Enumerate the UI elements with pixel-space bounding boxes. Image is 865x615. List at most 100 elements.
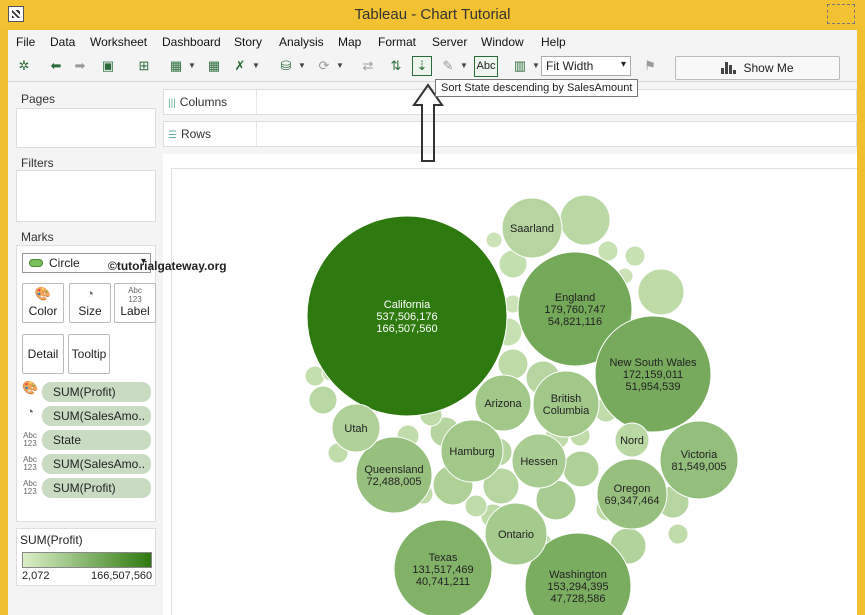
menu-help[interactable]: Help (541, 35, 566, 49)
size-button[interactable]: ◔ Size (69, 283, 111, 323)
menu-analysis[interactable]: Analysis (279, 35, 324, 49)
chevron-down-icon[interactable]: ▼ (252, 61, 260, 70)
menu-worksheet[interactable]: Worksheet (90, 35, 148, 49)
bubble-ontario[interactable]: Ontario (484, 502, 548, 566)
bubble[interactable] (667, 523, 689, 545)
label-button[interactable]: Abc 123 Label (114, 283, 156, 323)
bubble[interactable] (497, 348, 529, 380)
duplicate-sheet-icon[interactable]: ▦ (207, 58, 221, 73)
detail-button[interactable]: Detail (22, 334, 64, 374)
highlight-icon[interactable]: ✎ (442, 58, 454, 73)
pause-updates-icon[interactable]: ⛁ (280, 58, 292, 73)
menu-story[interactable]: Story (234, 35, 263, 49)
show-me-button[interactable]: Show Me (675, 56, 840, 80)
filters-shelf[interactable] (16, 170, 156, 222)
pill-row: Abc 123 SUM(Profit) (22, 478, 152, 498)
app-icon[interactable] (8, 6, 24, 22)
bubble-hessen[interactable]: Hessen (511, 433, 567, 489)
rows-drop-zone[interactable] (256, 122, 856, 146)
menu-dashboard[interactable]: Dashboard (162, 35, 221, 49)
fixed-size-icon[interactable]: ▥ (513, 58, 527, 73)
field-pill[interactable]: SUM(SalesAmo.. (42, 406, 151, 426)
size-label: Size (78, 304, 102, 318)
bubble-label: Washington (549, 569, 607, 581)
swap-axes-icon[interactable]: ⇄ (362, 58, 374, 73)
menu-bar: File Data Worksheet Dashboard Story Anal… (8, 32, 857, 52)
marks-title: Marks (21, 230, 54, 244)
fit-select[interactable]: Fit Width ▾ (541, 56, 631, 76)
bubble-label: Hessen (520, 456, 557, 468)
tooltip-button[interactable]: Tooltip (68, 334, 110, 374)
bubble[interactable] (624, 245, 646, 267)
bubble[interactable] (597, 240, 619, 262)
chart-canvas: California 537,506,176 166,507,560 England 1… (163, 154, 857, 615)
sort-descending-icon[interactable]: ⇣ (412, 56, 432, 76)
bubble-utah[interactable]: Utah (331, 403, 381, 453)
columns-label: ||| Columns (168, 95, 228, 109)
bubble-label: Arizona (484, 398, 522, 410)
bubble-circle (306, 215, 508, 417)
bubble-hamburg[interactable]: Hamburg (440, 419, 504, 483)
bubble-nord[interactable]: Nord (614, 422, 650, 458)
chevron-down-icon[interactable]: ▼ (336, 61, 344, 70)
bubble[interactable] (562, 450, 600, 488)
menu-file[interactable]: File (16, 35, 36, 49)
chevron-down-icon[interactable]: ▼ (532, 61, 540, 70)
field-pill[interactable]: SUM(Profit) (42, 382, 151, 402)
chevron-down-icon[interactable]: ▼ (460, 61, 468, 70)
undo-icon[interactable]: ⬅ (50, 58, 62, 73)
label-label: Label (120, 304, 150, 318)
menu-window[interactable]: Window (481, 35, 524, 49)
bubble[interactable] (464, 494, 488, 518)
menu-data[interactable]: Data (50, 35, 76, 49)
new-data-source-icon[interactable]: ⊞ (138, 58, 150, 73)
toolbar: ✲ ⬅ ➡ ▣ ⊞ ▦ ▼ ▦ ✗ ▼ ⛁ ▼ ⟳ ▼ ⇄ ⇅ ⇣ ✎ ▼ Ab… (8, 52, 857, 82)
color-label: Color (28, 304, 58, 318)
chevron-down-icon[interactable]: ▼ (188, 61, 196, 70)
legend-color-ramp[interactable] (22, 552, 152, 568)
bubble-label: Victoria (681, 449, 718, 461)
chevron-down-icon[interactable]: ▼ (298, 61, 306, 70)
show-me-label: Show Me (743, 61, 794, 75)
bubble-label: Utah (344, 423, 367, 435)
sort-tooltip: Sort State descending by SalesAmount (435, 79, 639, 97)
bubble[interactable] (485, 231, 503, 249)
pages-shelf[interactable] (16, 108, 156, 148)
bubble-label: England (555, 292, 595, 304)
clear-sheet-icon[interactable]: ✗ (234, 58, 246, 73)
menu-map[interactable]: Map (338, 35, 362, 49)
color-button[interactable]: 🎨 Color (22, 283, 64, 323)
new-worksheet-icon[interactable]: ▦ (169, 58, 183, 73)
show-labels-button[interactable]: Abc (474, 56, 498, 77)
field-pill[interactable]: State (42, 430, 151, 450)
size-icon: ◔ (26, 404, 34, 419)
bubble[interactable] (482, 467, 520, 505)
bubble[interactable] (637, 268, 685, 316)
tableau-logo-icon[interactable]: ✲ (18, 58, 30, 73)
bubble-saarland[interactable]: Saarland (501, 197, 563, 259)
presentation-mode-icon[interactable]: ⚑ (644, 58, 656, 73)
menu-format[interactable]: Format (378, 35, 417, 49)
refresh-icon[interactable]: ⟳ (318, 58, 330, 73)
save-icon[interactable]: ▣ (101, 58, 115, 73)
mark-type-select[interactable]: Circle ▾ (22, 253, 151, 273)
bubble[interactable] (308, 385, 338, 415)
bubble-arizona[interactable]: Arizona (474, 374, 532, 432)
pill-row: 🎨 SUM(Profit) (22, 381, 152, 402)
menu-server[interactable]: Server (432, 35, 468, 49)
field-pill[interactable]: SUM(Profit) (42, 478, 151, 498)
minimize-button[interactable] (827, 4, 855, 24)
redo-icon[interactable]: ➡ (74, 58, 86, 73)
field-pill[interactable]: SUM(SalesAmo.. (42, 454, 151, 474)
bubble[interactable] (559, 194, 611, 246)
sort-ascending-icon[interactable]: ⇅ (390, 58, 402, 73)
